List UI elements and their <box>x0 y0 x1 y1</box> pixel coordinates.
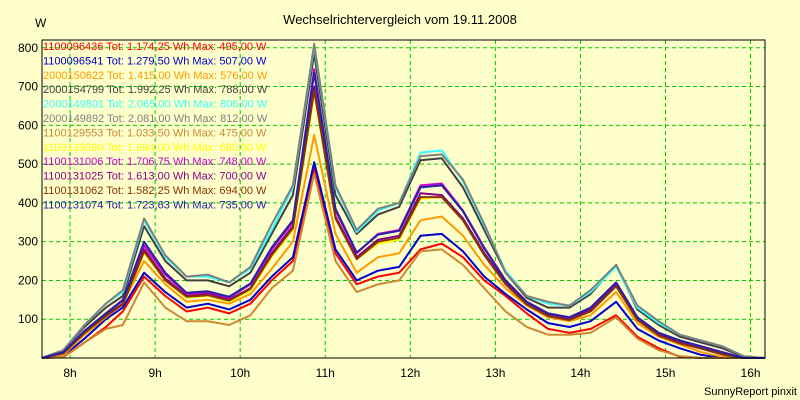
series-line-12 <box>41 72 765 359</box>
legend-entry-4: 2000154799 Tot: 1.992,25 Wh Max: 788,00 … <box>43 84 268 96</box>
legend-entry-7: 1100129553 Tot: 1.033,50 Wh Max: 475,00 … <box>43 127 267 139</box>
legend-entry-10: 1100131025 Tot: 1.613,00 Wh Max: 700,00 … <box>43 171 267 183</box>
y-tick-label: 800 <box>18 41 38 55</box>
legend-entry-11: 1100131062 Tot: 1.582,25 Wh Max: 694,00 … <box>43 185 267 197</box>
y-tick-label: 700 <box>18 80 38 94</box>
x-tick-label: 9h <box>148 366 161 380</box>
legend-entry-2: 1100096541 Tot: 1.279,50 Wh Max: 507,00 … <box>43 55 267 67</box>
series-line-7 <box>41 172 765 359</box>
x-tick-label: 16h <box>741 366 761 380</box>
x-tick-label: 15h <box>655 366 675 380</box>
y-tick-label: 400 <box>18 196 38 210</box>
x-tick-label: 12h <box>400 366 420 380</box>
y-tick-label: 200 <box>18 273 38 287</box>
y-tick-label: 600 <box>18 118 38 132</box>
footer-credit: SunnyReport pinxit <box>704 386 797 398</box>
grid <box>42 40 765 358</box>
x-tick-label: 14h <box>570 366 590 380</box>
y-tick-labels: 100 200 300 400 500 600 700 800 <box>18 41 38 326</box>
legend: 1100096436 Tot: 1.174,25 Wh Max: 495,00 … <box>43 41 268 211</box>
series-line-6 <box>41 42 766 359</box>
y-tick-label: 500 <box>18 157 38 171</box>
legend-entry-12: 1100131074 Tot: 1.723,63 Wh Max: 735,00 … <box>43 199 267 211</box>
chart-title: Wechselrichtervergleich vom 19.11.2008 <box>283 12 517 27</box>
series-line-11 <box>41 89 765 359</box>
series-line-1 <box>41 167 765 359</box>
x-tick-label: 13h <box>485 366 505 380</box>
legend-entry-3: 2000150622 Tot: 1.415,00 Wh Max: 576,00 … <box>43 70 268 82</box>
x-tick-label: 10h <box>230 366 250 380</box>
legend-entry-6: 2000149892 Tot: 2.081,00 Wh Max: 812,00 … <box>43 113 268 125</box>
series-lines <box>41 42 766 359</box>
x-tick-label: 8h <box>63 366 76 380</box>
y-axis-unit-label: W <box>35 16 47 30</box>
y-tick-label: 100 <box>18 312 38 326</box>
series-line-2 <box>41 161 765 359</box>
series-line-4 <box>41 52 766 359</box>
x-tick-labels: 8h 9h 10h 11h 12h 13h 14h 15h 16h <box>63 366 760 380</box>
legend-entry-8: 1100133090 Tot: 1.694,00 Wh Max: 685,00 … <box>43 142 267 154</box>
y-tick-label: 300 <box>18 235 38 249</box>
legend-entry-1: 1100096436 Tot: 1.174,25 Wh Max: 495,00 … <box>43 41 267 53</box>
plot-frame <box>41 39 766 359</box>
x-tick-label: 11h <box>316 366 335 380</box>
series-line-3 <box>41 134 765 359</box>
legend-entry-9: 1100131006 Tot: 1.706,75 Wh Max: 748,00 … <box>43 156 267 168</box>
legend-entry-5: 2000149801 Tot: 2.065,00 Wh Max: 806,00 … <box>43 99 268 111</box>
